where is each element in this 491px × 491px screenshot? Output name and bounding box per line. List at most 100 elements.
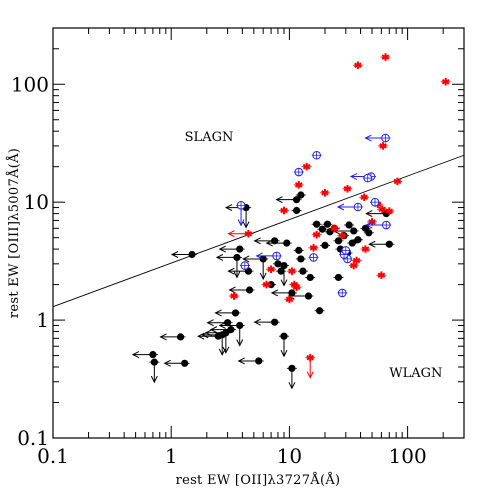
data-point (278, 206, 289, 215)
data-point (311, 230, 322, 239)
point-marker (274, 260, 282, 268)
point-marker (295, 246, 303, 254)
data-point (317, 225, 328, 233)
x-axis-title: rest EW [OII]λ3727Å(Å) (176, 472, 341, 488)
point-marker (233, 253, 241, 262)
axis-ticks (52, 27, 465, 439)
data-point (239, 261, 250, 270)
point-marker (350, 227, 358, 235)
arrow-head (306, 371, 314, 379)
data-point (360, 245, 371, 253)
star-stroke (379, 143, 387, 149)
data-point (276, 267, 287, 275)
data-point (376, 271, 387, 280)
point-marker (259, 255, 267, 263)
annotation-wlagn: WLAGN (389, 366, 442, 381)
arrow-head (259, 272, 267, 281)
star-stroke (280, 207, 288, 214)
x-tick-label: 10 (277, 444, 302, 468)
plot-frame (52, 27, 465, 439)
data-point (333, 273, 344, 282)
point-marker (334, 237, 343, 245)
data-point (362, 173, 373, 183)
y-tick-label: 0.1 (17, 426, 49, 450)
data-point (261, 280, 272, 289)
data-point (170, 250, 198, 259)
point-marker (315, 307, 324, 315)
arrow-head (270, 289, 279, 297)
data-point (242, 255, 269, 281)
data-point (265, 239, 292, 247)
data-points (131, 53, 451, 390)
data-point (347, 239, 358, 247)
arrow-head (233, 271, 241, 279)
point-marker (214, 332, 222, 340)
point-marker (321, 241, 329, 249)
arrow-head (275, 196, 283, 204)
point-marker (176, 333, 185, 341)
data-point (301, 162, 312, 171)
y-tick-label: 1 (36, 308, 49, 332)
star-stroke (360, 194, 369, 201)
star-stroke (309, 245, 318, 251)
arrow-head (131, 351, 140, 359)
star-stroke (377, 272, 386, 279)
arrow-head (228, 286, 236, 294)
data-point (159, 333, 186, 341)
data-point (293, 181, 304, 189)
data-point (224, 203, 252, 229)
point-marker (385, 240, 393, 248)
point-marker (283, 239, 291, 247)
arrow-head (255, 252, 263, 260)
data-point (322, 220, 333, 228)
data-point (337, 288, 348, 298)
point-marker (297, 255, 305, 263)
arrow-head (218, 348, 226, 356)
point-marker (334, 273, 343, 282)
data-point (228, 286, 255, 294)
data-point (370, 197, 381, 207)
data-point (218, 245, 245, 253)
arrow-head (280, 279, 288, 287)
data-point (291, 283, 302, 292)
star-stroke (294, 182, 303, 188)
point-marker (348, 239, 356, 247)
arrow-head (206, 319, 214, 327)
point-marker (271, 318, 279, 326)
data-point (286, 364, 297, 390)
data-point (266, 265, 277, 274)
star-stroke (321, 190, 329, 196)
point-marker (255, 357, 263, 365)
point-marker (288, 289, 296, 297)
data-point (344, 221, 355, 229)
arrow-head (365, 221, 373, 229)
star-stroke (262, 281, 271, 288)
data-point (218, 321, 245, 347)
data-point (229, 292, 240, 300)
x-tick-label: 100 (389, 444, 427, 468)
point-marker (150, 358, 158, 366)
data-point (440, 77, 451, 86)
star-stroke (330, 225, 339, 232)
arrow-head (197, 332, 205, 340)
data-point (295, 191, 306, 199)
data-point (295, 255, 306, 263)
point-marker (280, 332, 288, 340)
data-point (197, 332, 224, 340)
data-point (305, 353, 316, 379)
data-point (352, 236, 363, 244)
y-tick-label: 10 (24, 190, 49, 214)
arrow-head (237, 219, 245, 227)
point-marker (288, 364, 296, 372)
arrow-head (150, 375, 158, 384)
point-marker (231, 309, 240, 317)
data-point (311, 220, 322, 228)
arrow-head (280, 349, 288, 358)
x-tick-label: 0.1 (37, 444, 69, 468)
data-point (206, 319, 233, 327)
arrow-head (218, 322, 226, 329)
star-stroke (244, 230, 253, 237)
data-point (333, 237, 344, 245)
star-stroke (361, 246, 370, 252)
data-point (352, 61, 363, 70)
